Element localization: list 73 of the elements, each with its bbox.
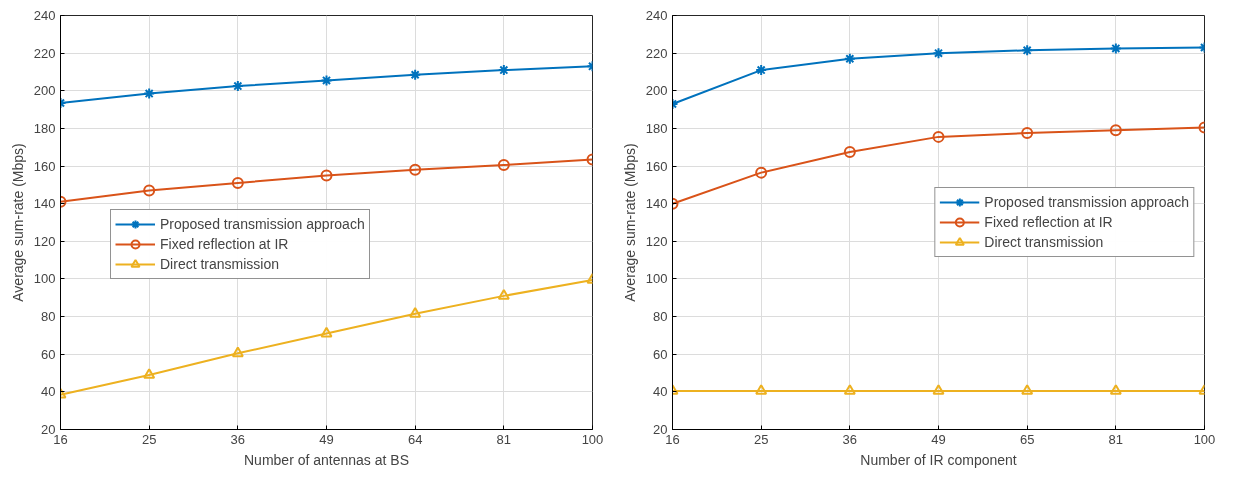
x-tick-label: 25 [141,431,157,447]
y-tick-label: 80 [41,309,56,325]
x-tick-label: 25 [753,431,769,447]
point [843,52,856,65]
point [231,346,244,358]
point [320,326,333,338]
y-tick-label: 120 [33,233,56,249]
y-tick-label: 120 [645,233,668,249]
y-axis-title: Average sum-rate (Mbps) [621,143,638,302]
point [932,384,945,395]
y-tick-label: 20 [653,422,668,437]
y-tick-label: 60 [41,346,56,362]
point [932,130,945,143]
y-tick-label: 40 [653,384,668,400]
x-axis-title: Number of antennas at BS [244,451,410,468]
x-axis-title: Number of IR component [860,451,1017,468]
y-tick-label: 140 [33,196,56,212]
y-tick-label: 180 [33,120,56,136]
point [1109,124,1122,137]
legend-label: Direct transmission [984,234,1104,250]
point [409,306,422,318]
y-tick-label: 100 [645,271,668,287]
point [320,74,333,87]
y-tick-label: 140 [645,196,668,212]
x-tick-label: 49 [931,431,946,447]
x-tick-label: 36 [842,431,858,447]
point [497,289,510,300]
legend-label: Proposed transmission approach [984,194,1189,210]
y-tick-label: 220 [33,45,56,61]
x-tick-label: 65 [1019,431,1035,447]
y-tick-label: 220 [645,45,668,61]
point [143,368,156,379]
legend-label: Direct transmission [160,256,280,272]
point [1021,44,1034,57]
point [497,159,510,172]
point [231,176,244,189]
y-tick-label: 160 [33,158,56,174]
x-tick-label: 49 [319,431,334,447]
y-tick-label: 100 [33,271,56,287]
y-tick-label: 200 [645,83,668,99]
y-tick-label: 240 [645,8,668,23]
point [932,47,945,60]
legend-label: Fixed reflection at IR [984,214,1113,230]
point [409,163,422,176]
point [755,166,768,179]
point [755,384,768,395]
point [143,87,156,100]
point [1109,42,1122,55]
point [1109,384,1122,395]
x-tick-label: 100 [581,431,604,447]
x-tick-label: 81 [1108,431,1124,447]
point [1021,127,1034,140]
legend-label: Proposed transmission approach [160,216,365,232]
x-tick-label: 64 [407,431,423,447]
x-tick-label: 81 [496,431,512,447]
point [843,145,856,158]
point [143,184,156,197]
y-tick-label: 80 [653,309,668,325]
y-tick-label: 160 [645,158,668,174]
point [320,169,333,182]
point [843,384,856,395]
x-tick-label: 36 [230,431,246,447]
point [1021,384,1034,395]
x-tick-label: 100 [1193,431,1216,447]
y-tick-label: 180 [645,120,668,136]
y-tick-label: 200 [33,83,56,99]
y-axis-title: Average sum-rate (Mbps) [9,143,26,302]
legend-label: Fixed reflection at IR [160,236,289,252]
y-tick-label: 240 [33,8,56,23]
y-tick-label: 40 [41,384,56,400]
point [409,68,422,81]
y-tick-label: 20 [41,422,56,437]
y-tick-label: 60 [653,346,668,362]
